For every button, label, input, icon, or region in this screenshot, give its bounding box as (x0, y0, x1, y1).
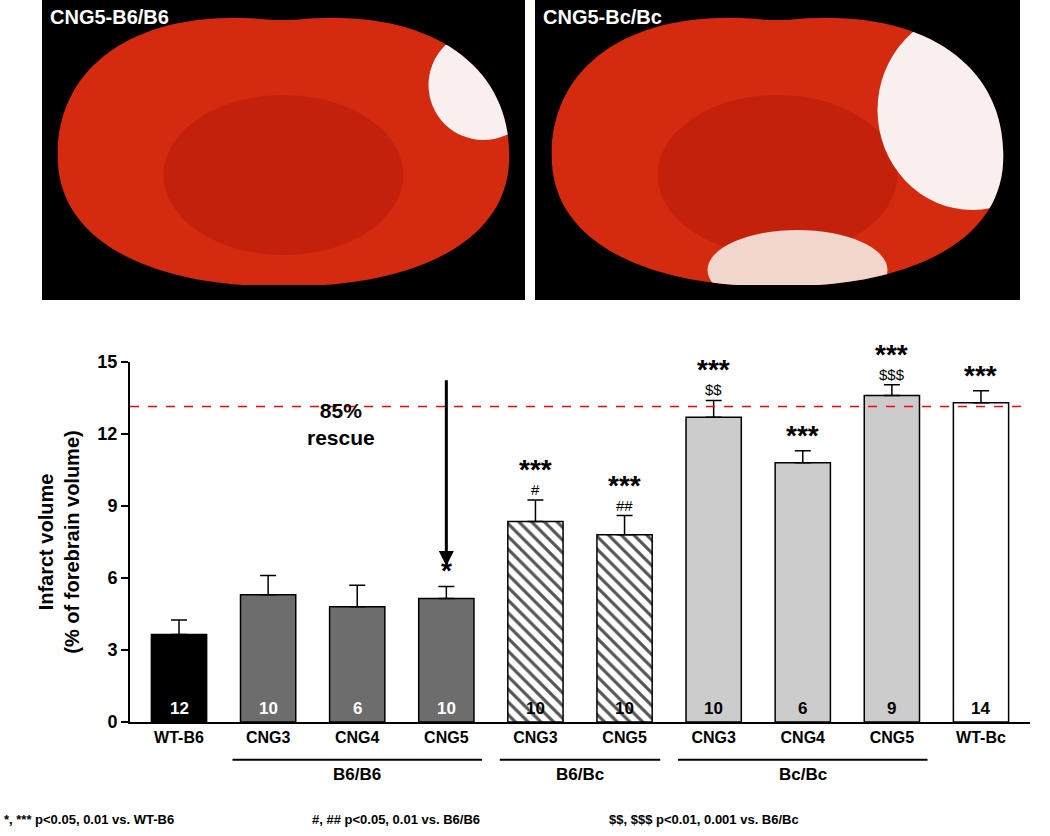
svg-text:CNG5: CNG5 (424, 729, 469, 746)
svg-text:Bc/Bc: Bc/Bc (779, 765, 827, 784)
html-text:CNG5-Bc/Bc: CNG5-Bc/Bc (543, 6, 662, 28)
svg-text:CNG4: CNG4 (781, 729, 826, 746)
svg-text:$$: $$ (705, 381, 722, 398)
svg-text:6: 6 (353, 699, 362, 718)
svg-text:15: 15 (97, 352, 117, 372)
svg-text:CNG5: CNG5 (870, 729, 915, 746)
svg-text:*: * (441, 555, 452, 586)
svg-text:CNG3: CNG3 (513, 729, 558, 746)
svg-text:10: 10 (259, 699, 278, 718)
svg-text:WT-B6: WT-B6 (154, 729, 204, 746)
svg-text:0: 0 (107, 712, 117, 732)
svg-text:$$$: $$$ (879, 366, 905, 383)
svg-text:***: *** (608, 470, 641, 501)
svg-text:10: 10 (704, 699, 723, 718)
svg-text:***: *** (964, 360, 997, 391)
svg-text:10: 10 (526, 699, 545, 718)
svg-text:CNG3: CNG3 (246, 729, 291, 746)
svg-text:WT-Bc: WT-Bc (956, 729, 1006, 746)
svg-text:10: 10 (615, 699, 634, 718)
svg-text:$$, $$$ p<0.01, 0.001 vs. B6/B: $$, $$$ p<0.01, 0.001 vs. B6/Bc (609, 812, 799, 827)
svg-text:9: 9 (887, 699, 896, 718)
svg-text:12: 12 (170, 699, 189, 718)
svg-text:85%rescue: 85%rescue (307, 399, 375, 449)
svg-text:6: 6 (798, 699, 807, 718)
svg-text:#, ## p<0.05, 0.01 vs. B6/B6: #, ## p<0.05, 0.01 vs. B6/B6 (312, 812, 480, 827)
svg-text:10: 10 (437, 699, 456, 718)
svg-text:3: 3 (107, 640, 117, 660)
svg-text:Infarct volume(% of forebrain: Infarct volume(% of forebrain volume) (35, 430, 83, 653)
svg-text:***: *** (786, 420, 819, 451)
svg-text:12: 12 (97, 424, 117, 444)
svg-text:***: *** (519, 454, 552, 485)
svg-text:CNG5: CNG5 (602, 729, 647, 746)
svg-text:6: 6 (107, 568, 117, 588)
svg-text:##: ## (616, 497, 633, 514)
svg-text:***: *** (697, 354, 730, 385)
svg-text:14: 14 (971, 699, 990, 718)
svg-text:CNG3: CNG3 (691, 729, 736, 746)
svg-text:B6/B6: B6/B6 (333, 765, 381, 784)
html-text:CNG5-B6/B6: CNG5-B6/B6 (50, 6, 169, 28)
svg-text:B6/Bc: B6/Bc (556, 765, 604, 784)
svg-text:9: 9 (107, 496, 117, 516)
svg-text:CNG4: CNG4 (335, 729, 380, 746)
svg-text:***: *** (875, 339, 908, 370)
svg-text:#: # (531, 481, 540, 498)
svg-text:*, *** p<0.05, 0.01 vs. WT-B6: *, *** p<0.05, 0.01 vs. WT-B6 (4, 812, 174, 827)
